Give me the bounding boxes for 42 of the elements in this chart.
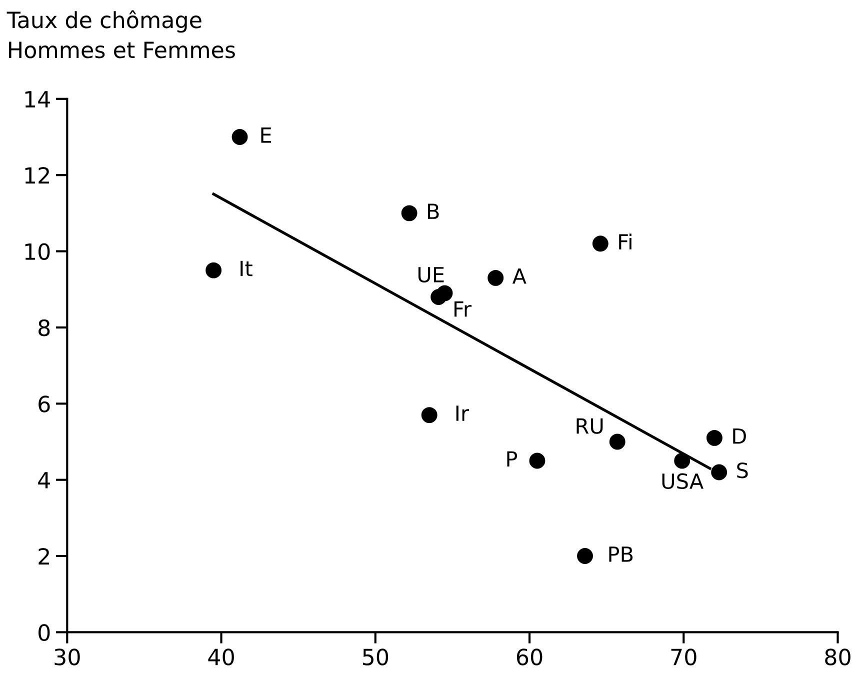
y-tick-label: 2 bbox=[38, 548, 49, 564]
annotation: E bbox=[261, 128, 272, 143]
chart-title: Taux de chômage Hommes et Femmes bbox=[6, 10, 235, 58]
annotation: P bbox=[507, 451, 518, 467]
annotation: UE bbox=[418, 267, 444, 283]
y-tick-label: 6 bbox=[38, 396, 50, 412]
annotation: B bbox=[428, 204, 439, 219]
point bbox=[529, 452, 546, 469]
x-tick-label: 80 bbox=[825, 648, 850, 666]
x-tick-label: 60 bbox=[516, 648, 542, 666]
annotation: RU bbox=[576, 418, 603, 434]
x-tick-label: 40 bbox=[208, 648, 234, 666]
point bbox=[706, 430, 722, 446]
annotation: Ir bbox=[456, 406, 470, 421]
point bbox=[609, 434, 626, 450]
x-tick-label: 50 bbox=[362, 648, 388, 666]
point bbox=[401, 205, 418, 222]
annotation: It bbox=[240, 260, 252, 276]
x-tick-label: 30 bbox=[54, 648, 80, 666]
annotation: PB bbox=[609, 546, 633, 562]
annotation: Fi bbox=[619, 234, 632, 250]
y-tick-label: 4 bbox=[38, 472, 50, 488]
annotation: Fr bbox=[454, 301, 472, 317]
y-tick-label: 0 bbox=[38, 624, 50, 641]
annotation: A bbox=[512, 268, 526, 284]
x-tick-label: 70 bbox=[671, 648, 696, 666]
y-tick-label: 8 bbox=[38, 319, 50, 336]
y-tick-label: 12 bbox=[25, 167, 49, 184]
point bbox=[430, 289, 447, 305]
y-tick-label: 10 bbox=[25, 243, 50, 260]
point bbox=[206, 262, 222, 278]
y-tick-label: 14 bbox=[25, 91, 50, 108]
point bbox=[711, 464, 728, 480]
annotation: S bbox=[737, 462, 748, 478]
point bbox=[232, 129, 248, 145]
point bbox=[577, 548, 593, 564]
point bbox=[674, 452, 690, 469]
annotation: USA bbox=[662, 473, 704, 490]
point bbox=[488, 270, 504, 286]
point bbox=[592, 236, 608, 252]
point bbox=[421, 407, 438, 424]
annotation: D bbox=[733, 428, 746, 444]
